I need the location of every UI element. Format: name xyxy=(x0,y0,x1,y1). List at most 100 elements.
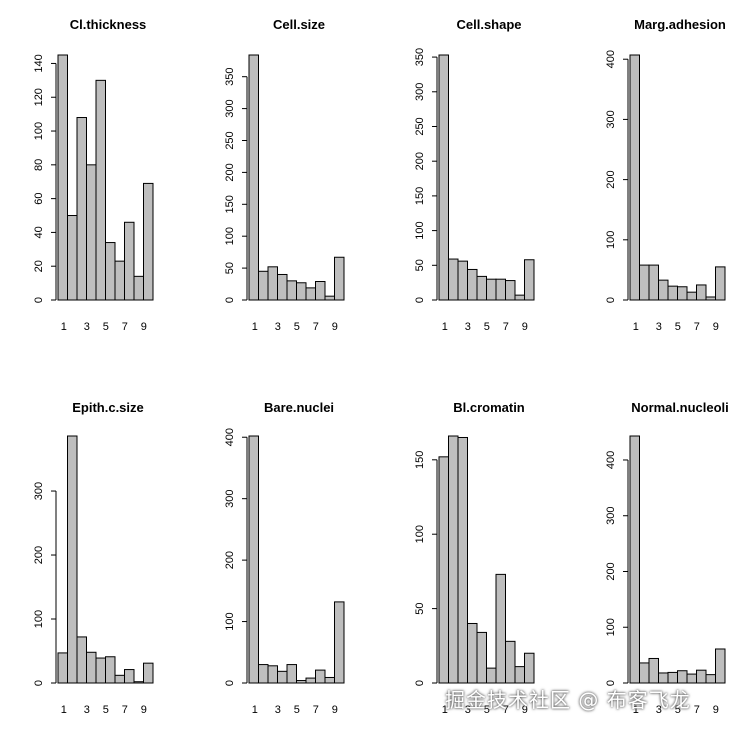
y-tick-label: 200 xyxy=(224,163,236,181)
panel-bare-nuclei: Bare.nuclei 0 100 200 300 400 1 3 5 7 9 xyxy=(224,400,345,716)
bar xyxy=(715,266,726,301)
bar xyxy=(696,284,707,301)
bar xyxy=(495,573,506,684)
y-tick-label: 300 xyxy=(33,482,45,500)
x-tick-label: 5 xyxy=(294,321,300,333)
panel-title: Epith.c.size xyxy=(72,400,144,415)
y-tick-label: 200 xyxy=(224,551,236,569)
bar xyxy=(57,652,68,684)
bar xyxy=(514,294,525,301)
y-tick-label: 120 xyxy=(33,88,45,106)
panel-marg-adhesion: Marg.adhesion 0 100 200 300 400 1 3 5 7 9 xyxy=(605,17,726,333)
bar xyxy=(248,54,259,301)
bar xyxy=(277,670,288,684)
bar xyxy=(467,622,478,684)
x-tick-label: 5 xyxy=(103,321,109,333)
bar xyxy=(486,667,497,684)
y-tick-label: 400 xyxy=(224,428,236,446)
y-tick-label: 0 xyxy=(605,680,617,686)
y-tick-label: 0 xyxy=(33,297,45,303)
x-tick-label: 9 xyxy=(713,321,719,333)
bar xyxy=(486,278,497,301)
x-tick-label: 1 xyxy=(61,321,67,333)
bar xyxy=(648,657,659,684)
x-tick-label: 1 xyxy=(252,321,258,333)
x-tick-label: 9 xyxy=(141,321,147,333)
x-tick-label: 9 xyxy=(332,704,338,716)
y-tick-label: 100 xyxy=(33,610,45,628)
bar xyxy=(505,280,516,301)
x-tick-label: 1 xyxy=(61,704,67,716)
panel-epith-c-size: Epith.c.size 0 100 200 300 1 3 5 7 9 xyxy=(33,400,154,716)
bar xyxy=(296,680,307,684)
bar xyxy=(334,601,345,684)
bar xyxy=(438,456,449,684)
x-tick-label: 5 xyxy=(675,321,681,333)
x-tick-label: 7 xyxy=(313,321,319,333)
y-tick-label: 0 xyxy=(33,680,45,686)
bar xyxy=(315,669,326,684)
y-tick-label: 350 xyxy=(414,48,426,66)
bar xyxy=(286,280,297,301)
bar xyxy=(476,275,487,301)
panel-cell-shape: Cell.shape 0 50 100 150 200 250 300 350 1 3 5 7 9 xyxy=(414,17,535,333)
y-tick-label: 100 xyxy=(605,618,617,636)
bar xyxy=(438,54,449,301)
x-tick-label: 3 xyxy=(84,704,90,716)
bar xyxy=(524,259,535,301)
bar xyxy=(629,54,640,301)
y-tick-label: 80 xyxy=(33,159,45,171)
x-tick-label: 5 xyxy=(484,704,490,716)
x-tick-label: 9 xyxy=(141,704,147,716)
y-tick-label: 250 xyxy=(224,131,236,149)
x-tick-label: 1 xyxy=(252,704,258,716)
y-tick-label: 0 xyxy=(224,680,236,686)
bar xyxy=(67,215,78,301)
y-tick-label: 50 xyxy=(224,262,236,274)
y-tick-label: 60 xyxy=(33,192,45,204)
bar xyxy=(677,286,688,301)
x-tick-label: 5 xyxy=(294,704,300,716)
bar xyxy=(124,221,135,301)
x-tick-label: 9 xyxy=(713,704,719,716)
bar xyxy=(315,281,326,301)
panel-bl-cromatin: Bl.cromatin 0 50 100 150 1 3 5 7 9 xyxy=(414,400,535,716)
y-tick-label: 100 xyxy=(33,122,45,140)
bar xyxy=(105,656,116,684)
bar xyxy=(495,278,506,301)
x-tick-label: 1 xyxy=(633,321,639,333)
bar xyxy=(667,671,678,684)
x-tick-label: 3 xyxy=(656,704,662,716)
bar xyxy=(95,79,106,301)
bar xyxy=(143,662,154,684)
y-tick-label: 350 xyxy=(224,68,236,86)
y-tick-label: 100 xyxy=(224,612,236,630)
bar xyxy=(277,273,288,301)
bar xyxy=(76,117,87,301)
y-tick-label: 0 xyxy=(414,297,426,303)
bar xyxy=(105,242,116,301)
panel-cell-size: Cell.size 0 50 100 150 200 250 300 350 1 3 5 7 9 xyxy=(224,17,345,333)
x-tick-label: 7 xyxy=(694,704,700,716)
bar xyxy=(133,275,144,301)
bar xyxy=(67,435,78,684)
panel-title: Cell.size xyxy=(273,17,325,32)
bar xyxy=(639,662,650,684)
y-tick-label: 400 xyxy=(605,451,617,469)
bar xyxy=(658,672,669,684)
bar xyxy=(686,673,697,684)
bar xyxy=(133,681,144,684)
y-tick-label: 50 xyxy=(414,259,426,271)
x-tick-label: 7 xyxy=(122,321,128,333)
y-tick-label: 300 xyxy=(605,507,617,525)
bar xyxy=(114,674,125,684)
x-tick-label: 7 xyxy=(503,704,509,716)
x-tick-label: 3 xyxy=(465,321,471,333)
y-tick-label: 200 xyxy=(33,546,45,564)
bar xyxy=(715,648,726,684)
y-tick-label: 100 xyxy=(605,231,617,249)
bar xyxy=(467,268,478,301)
y-tick-label: 40 xyxy=(33,226,45,238)
bar xyxy=(267,266,278,301)
